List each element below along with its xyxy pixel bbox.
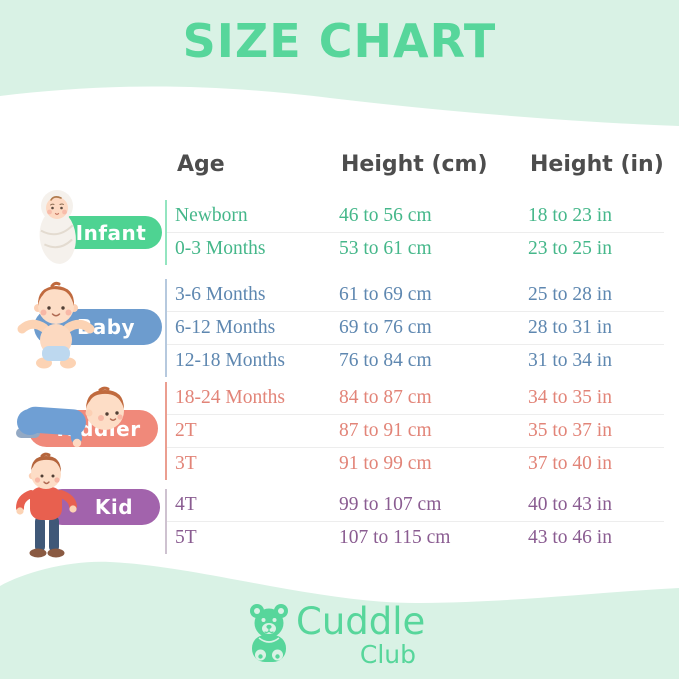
height-cm-cell: 76 to 84 cm (339, 350, 432, 371)
table-row: 0-3 Months 53 to 61 cm 23 to 25 in (167, 232, 664, 265)
height-in-cell: 31 to 34 in (528, 350, 612, 371)
page-title: SIZE CHART (182, 14, 497, 68)
height-cm-cell: 107 to 115 cm (339, 527, 451, 548)
age-cell: 3T (175, 453, 197, 474)
age-cell: 12-18 Months (175, 350, 285, 371)
standing-kid-icon (16, 452, 77, 558)
group-infant-rows: Newborn 46 to 56 cm 18 to 23 in 0-3 Mont… (165, 200, 664, 265)
badge-baby: Baby (14, 276, 164, 372)
height-in-cell: 25 to 28 in (528, 284, 612, 305)
badge-toddler: Toddler (8, 384, 160, 450)
group-baby-rows: 3-6 Months 61 to 69 cm 25 to 28 in 6-12 … (165, 279, 664, 377)
age-cell: 2T (175, 420, 197, 441)
header-height-cm: Height (cm) (341, 151, 488, 177)
height-in-cell: 23 to 25 in (528, 238, 612, 259)
brand-name-secondary: Club (359, 640, 416, 669)
table-row: 3-6 Months 61 to 69 cm 25 to 28 in (167, 279, 664, 311)
height-cm-cell: 99 to 107 cm (339, 494, 442, 515)
group-toddler-rows: 18-24 Months 84 to 87 cm 34 to 35 in 2T … (165, 382, 664, 480)
table-row: 18-24 Months 84 to 87 cm 34 to 35 in (167, 382, 664, 414)
height-cm-cell: 91 to 99 cm (339, 453, 432, 474)
height-cm-cell: 69 to 76 cm (339, 317, 432, 338)
crawling-toddler-icon (16, 386, 124, 448)
pill-label: Infant (75, 220, 147, 245)
badge-infant: Infant (26, 185, 166, 273)
height-in-cell: 18 to 23 in (528, 205, 612, 226)
table-row: 12-18 Months 76 to 84 cm 31 to 34 in (167, 344, 664, 377)
teddy-bear-icon (250, 604, 288, 662)
badge-kid: Kid (16, 452, 162, 568)
table-row: 2T 87 to 91 cm 35 to 37 in (167, 414, 664, 447)
header-height-in: Height (in) (530, 151, 664, 177)
swaddled-infant-icon (39, 190, 76, 264)
table-header: Age Height (cm) Height (in) (165, 146, 677, 182)
table-row: Newborn 46 to 56 cm 18 to 23 in (167, 200, 664, 232)
age-cell: Newborn (175, 205, 248, 226)
brand-name: Cuddle Club (296, 600, 426, 669)
table-row: 5T 107 to 115 cm 43 to 46 in (167, 521, 664, 554)
header-age: Age (177, 151, 225, 177)
age-cell: 18-24 Months (175, 387, 285, 408)
group-kid-rows: 4T 99 to 107 cm 40 to 43 in 5T 107 to 11… (165, 489, 664, 554)
age-cell: 5T (175, 527, 197, 548)
table-row: 6-12 Months 69 to 76 cm 28 to 31 in (167, 311, 664, 344)
height-cm-cell: 87 to 91 cm (339, 420, 432, 441)
height-in-cell: 40 to 43 in (528, 494, 612, 515)
height-in-cell: 34 to 35 in (528, 387, 612, 408)
height-cm-cell: 46 to 56 cm (339, 205, 432, 226)
table-row: 3T 91 to 99 cm 37 to 40 in (167, 447, 664, 480)
height-in-cell: 43 to 46 in (528, 527, 612, 548)
table-row: 4T 99 to 107 cm 40 to 43 in (167, 489, 664, 521)
brand-name-primary: Cuddle (296, 600, 426, 643)
height-in-cell: 37 to 40 in (528, 453, 612, 474)
age-cell: 6-12 Months (175, 317, 276, 338)
sitting-baby-icon (17, 281, 95, 369)
height-in-cell: 35 to 37 in (528, 420, 612, 441)
height-cm-cell: 53 to 61 cm (339, 238, 432, 259)
height-cm-cell: 61 to 69 cm (339, 284, 432, 305)
height-cm-cell: 84 to 87 cm (339, 387, 432, 408)
age-cell: 3-6 Months (175, 284, 266, 305)
age-cell: 0-3 Months (175, 238, 266, 259)
brand-logo: Cuddle Club (246, 600, 426, 669)
age-cell: 4T (175, 494, 197, 515)
height-in-cell: 28 to 31 in (528, 317, 612, 338)
pill-label: Kid (94, 495, 134, 519)
